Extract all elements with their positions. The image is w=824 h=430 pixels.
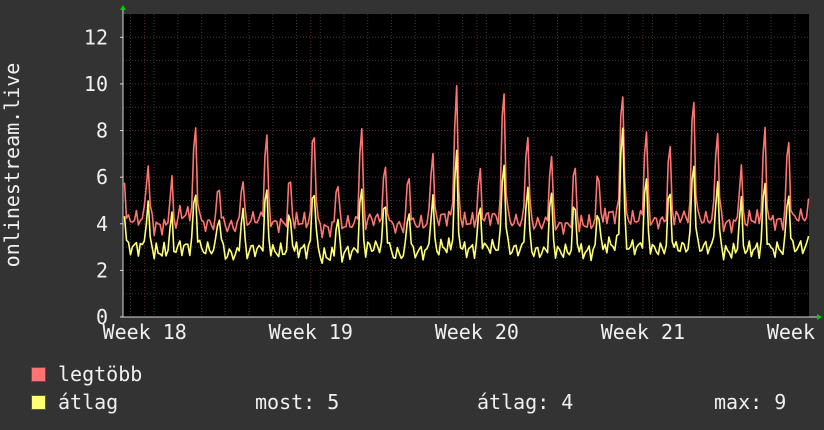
y-axis-label: onlinestream.live — [0, 63, 24, 268]
series-layer — [123, 85, 810, 264]
series-line-legtobb — [123, 85, 810, 239]
x-tick-label: Week 20 — [435, 320, 519, 344]
x-tick-label: Week 21 — [601, 320, 685, 344]
legend-label-legtobb: legtöbb — [58, 362, 143, 386]
y-axis-arrow-icon — [120, 5, 126, 10]
y-tick-label: 2 — [96, 258, 108, 282]
x-tick-label: Week 18 — [103, 320, 187, 344]
legend-swatch-atlag — [31, 394, 46, 410]
x-tick-label: Week 22 — [767, 320, 824, 344]
y-tick-label: 4 — [96, 212, 108, 236]
y-tick-label: 12 — [84, 25, 108, 49]
x-tick-label: Week 19 — [269, 320, 353, 344]
grid — [123, 14, 809, 317]
x-axis-arrow-icon — [817, 314, 822, 320]
plot-area — [123, 14, 809, 317]
stat-most: most: 5 — [255, 390, 340, 414]
stat-max: max: 9 — [714, 390, 787, 414]
stat-atlag: átlag: 4 — [477, 390, 574, 414]
series-line-atlag — [123, 127, 810, 264]
legend-swatch-legtobb — [31, 366, 46, 382]
y-tick-label: 10 — [84, 72, 108, 96]
y-tick-label: 0 — [96, 305, 108, 329]
y-tick-label: 6 — [96, 165, 108, 189]
axes — [120, 5, 822, 320]
legend-item-legtobb: legtöbb — [31, 362, 142, 386]
legend-label-atlag: átlag — [58, 390, 119, 414]
tick-labels: 0 2 4 6 8 10 12 Week 18 Week 19 Week 20 Week 21 Wee… — [84, 25, 824, 344]
legend-item-atlag: átlag — [31, 390, 118, 414]
y-tick-label: 8 — [96, 119, 108, 143]
